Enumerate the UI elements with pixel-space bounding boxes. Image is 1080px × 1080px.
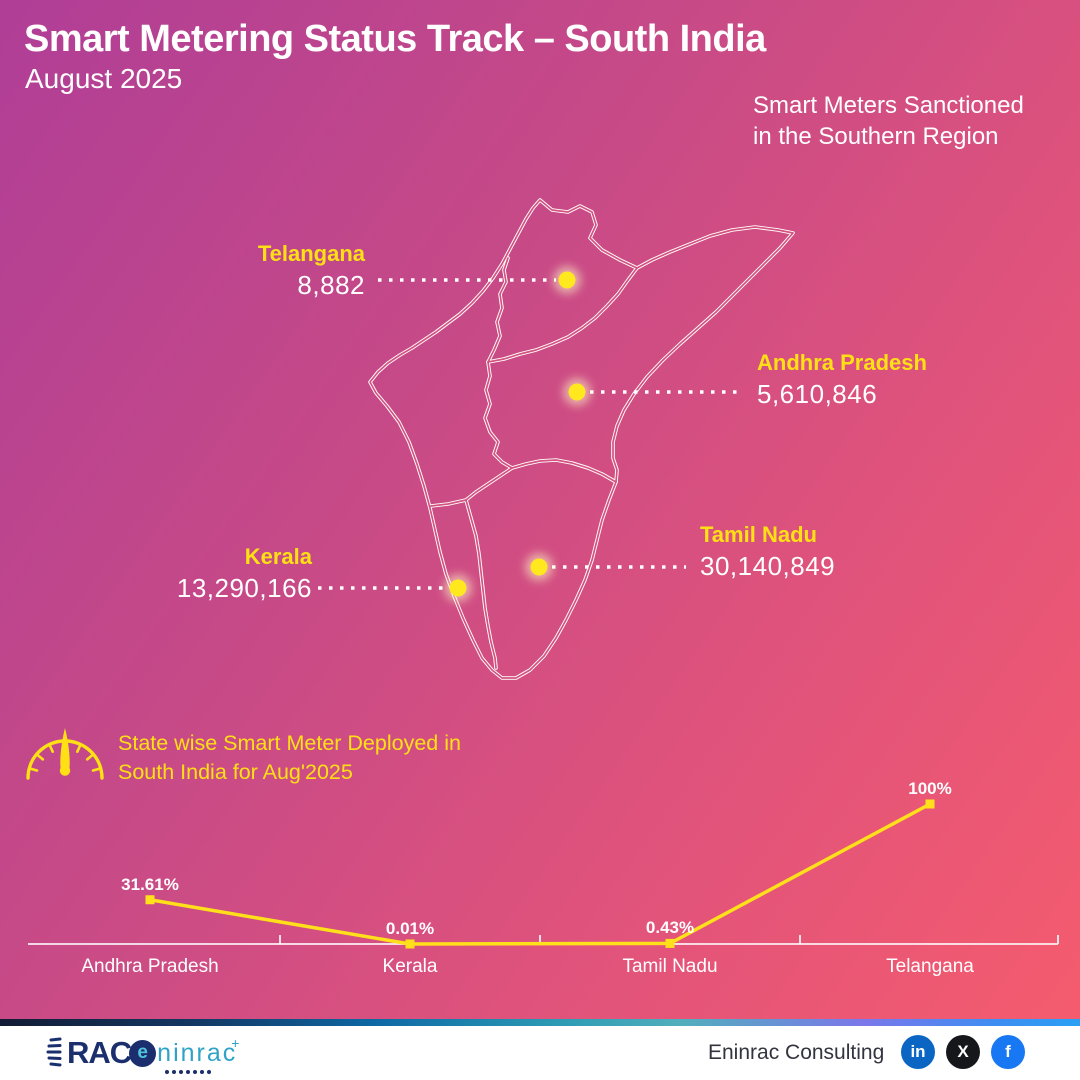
page-subtitle: August 2025 [25,63,183,94]
chart-category-label: Telangana [886,956,974,977]
state-sanctioned-value: 13,290,166 [176,573,312,603]
state-name: Kerala [244,544,312,569]
label-kerala: Kerala 13,290,166 [176,544,312,603]
label-tamil-nadu: Tamil Nadu 30,140,849 [700,522,836,581]
chart-marker-tamil-nadu [665,938,675,948]
tamil-nadu-dot [525,553,553,581]
map-dots [444,266,591,602]
leader-lines [318,278,744,590]
logo-bars-icon [46,1037,62,1067]
chart-marker-telangana [925,799,935,809]
deployment-line-chart [145,799,935,949]
chart-category-label: Kerala [382,956,438,977]
chart-value-label: 31.61% [121,874,179,894]
sanctioned-note-line2: in the Southern Region [753,123,999,150]
company-name: Eninrac Consulting [708,1041,885,1064]
state-sanctioned-value: 5,610,846 [757,379,878,409]
logo-dots [165,1070,211,1074]
sanctioned-note: Smart Meters Sanctioned in the Southern … [753,90,1024,152]
logo-eninrac-text: ninrac [157,1038,238,1067]
chart-category-label: Tamil Nadu [622,956,718,977]
chart-value-label: 0.43% [645,918,695,938]
label-telangana: Telangana 8,882 [257,241,365,300]
chart-value-label: 100% [908,779,952,798]
chart-marker-kerala [405,939,415,949]
andhra-pradesh-dot [563,378,591,406]
chart-line [149,802,931,946]
page-title: Smart Metering Status Track – South Indi… [24,18,766,60]
x-icon[interactable]: X [946,1035,980,1069]
facebook-icon[interactable]: f [991,1035,1025,1069]
state-name: Tamil Nadu [700,522,817,547]
telangana-dot [553,266,581,294]
logo-e-disc: e [129,1039,157,1067]
linkedin-icon[interactable]: in [901,1035,935,1069]
state-sanctioned-value: 30,140,849 [700,551,836,581]
gauge-icon [26,728,104,780]
logo-rac-text: RAC [67,1035,132,1070]
logo-sparkle-icon: + [231,1035,240,1051]
state-name: Telangana [257,241,365,266]
chart-title: State wise Smart Meter Deployed in South… [118,731,461,784]
state-name: Andhra Pradesh [757,350,927,375]
state-sanctioned-value: 8,882 [297,270,365,300]
chart-marker-andhra-pradesh [145,895,155,905]
chart-category-label: Andhra Pradesh [81,956,219,977]
label-andhra-pradesh: Andhra Pradesh 5,610,846 [757,350,927,409]
sanctioned-note-line1: Smart Meters Sanctioned [753,92,1024,119]
footer-gradient-bar [0,1019,1080,1026]
kerala-dot [444,574,472,602]
chart-value-label: 0.01% [385,918,435,938]
eninrac-logo: RAC e ninrac + [45,1034,245,1074]
south-india-map [368,198,795,680]
